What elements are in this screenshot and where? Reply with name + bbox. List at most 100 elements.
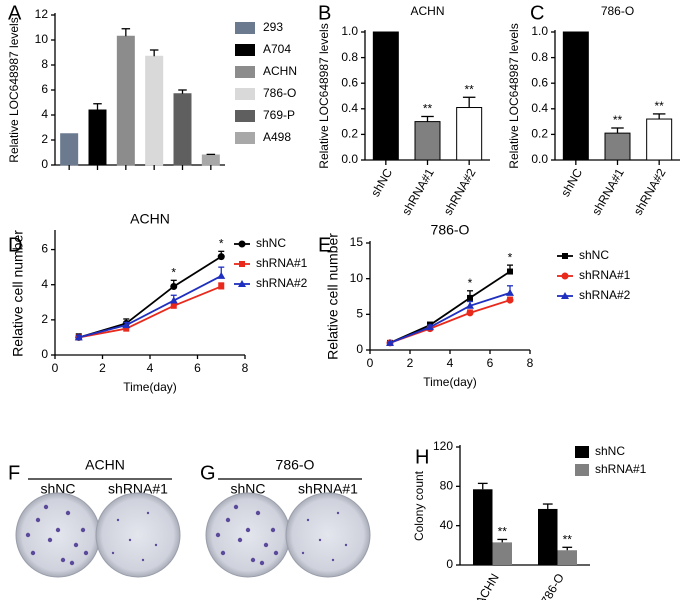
legend-label: shRNA#1: [579, 268, 631, 282]
chart-title: ACHN: [130, 211, 170, 227]
y-tick-label: 120: [433, 439, 453, 453]
x-tick-label: 6: [487, 356, 494, 370]
legend-swatch: [575, 446, 589, 458]
x-tick-label: 2: [407, 356, 414, 370]
colony: [336, 511, 340, 515]
x-tick-label: shNC: [368, 166, 395, 199]
colony: [263, 542, 269, 548]
marker: [169, 296, 178, 304]
y-tick-label: 80: [440, 479, 454, 493]
marker: [467, 294, 473, 301]
colony: [83, 550, 89, 556]
marker: [217, 271, 226, 279]
colony: [80, 527, 86, 533]
y-tick-label: 12: [35, 7, 49, 21]
x-tick-label: 2: [99, 361, 106, 375]
legend-label: A704: [263, 42, 291, 56]
panel-letter: A: [8, 2, 22, 24]
legend-swatch: [575, 464, 589, 476]
colony: [35, 517, 41, 523]
legend-label: shRNA#1: [595, 462, 647, 476]
colony: [25, 532, 31, 538]
colony: [141, 558, 145, 562]
marker: [218, 283, 225, 290]
legend-swatch: [235, 132, 255, 144]
y-tick-label: 10: [350, 271, 364, 285]
x-tick-label: shRNA#2: [631, 166, 669, 218]
legend-label: 769-P: [263, 108, 295, 122]
marker: [562, 253, 568, 259]
colony: [331, 558, 335, 562]
marker: [561, 272, 569, 280]
significance: **: [563, 532, 573, 546]
legend-label: 786-O: [263, 86, 296, 100]
colony: [318, 538, 322, 542]
marker: [217, 253, 225, 261]
x-axis-label: Time(day): [123, 380, 177, 394]
significance: **: [423, 102, 433, 116]
marker: [123, 325, 130, 332]
x-tick-label: 786-O: [538, 571, 567, 600]
legend-swatch: [235, 44, 255, 56]
marker: [74, 333, 83, 341]
dish-label: shRNA#1: [298, 481, 358, 497]
significance: *: [508, 250, 513, 264]
legend-label: ACHN: [263, 64, 297, 78]
series-line: [389, 292, 511, 344]
legend-label: A498: [263, 130, 291, 144]
legend-swatch: [235, 88, 255, 100]
significance: **: [498, 525, 508, 539]
marker: [170, 302, 177, 309]
bar: [646, 118, 673, 161]
dish-label: shNC: [40, 481, 75, 497]
y-tick-label: 0.4: [341, 101, 358, 115]
y-tick-label: 10: [35, 32, 49, 46]
y-tick-label: 2: [41, 132, 48, 146]
y-tick-label: 0.0: [341, 152, 358, 166]
legend-label: 293: [263, 20, 283, 34]
x-tick-label: shRNA#1: [399, 166, 437, 218]
colony: [259, 560, 265, 566]
x-tick-label: shNC: [558, 166, 585, 199]
y-tick-label: 4: [41, 277, 48, 291]
colony: [47, 537, 53, 543]
y-tick-label: 0.0: [531, 152, 548, 166]
significance: **: [654, 99, 664, 113]
cell-line-title: 786-O: [276, 457, 315, 473]
colony: [73, 542, 79, 548]
x-tick-label: shRNA#2: [441, 166, 479, 218]
marker: [506, 288, 514, 296]
y-axis-label: Relative LOC648987 levels: [7, 17, 21, 162]
y-tick-label: 8: [41, 57, 48, 71]
colony: [60, 557, 66, 563]
marker: [426, 323, 434, 331]
colony: [255, 510, 261, 516]
x-tick-label: 6: [194, 361, 201, 375]
y-axis-label: Relative cell number: [10, 230, 26, 357]
legend-swatch: [235, 110, 255, 122]
chart-title: ACHN: [410, 4, 444, 18]
y-axis-label: Relative LOC648987 levels: [317, 23, 331, 168]
dish: [285, 492, 371, 578]
bar: [473, 489, 493, 565]
colony: [237, 537, 243, 543]
y-axis-label: Relative cell number: [325, 233, 341, 360]
panel-letter: C: [530, 2, 544, 24]
y-tick-label: 6: [41, 82, 48, 96]
colony: [65, 510, 71, 516]
legend-label: shRNA#1: [256, 256, 308, 270]
y-tick-label: 0: [446, 557, 453, 571]
marker: [466, 301, 474, 309]
significance: *: [468, 276, 473, 290]
y-tick-label: 1.0: [531, 24, 548, 38]
marker: [239, 261, 245, 267]
bar: [414, 121, 441, 161]
y-axis-label: Colony count: [412, 470, 426, 541]
colony: [220, 550, 226, 556]
y-tick-label: 4: [41, 107, 48, 121]
bar: [456, 107, 483, 161]
legend-label: shNC: [256, 236, 286, 250]
cell-line-title: ACHN: [85, 457, 125, 473]
bar: [492, 542, 512, 565]
